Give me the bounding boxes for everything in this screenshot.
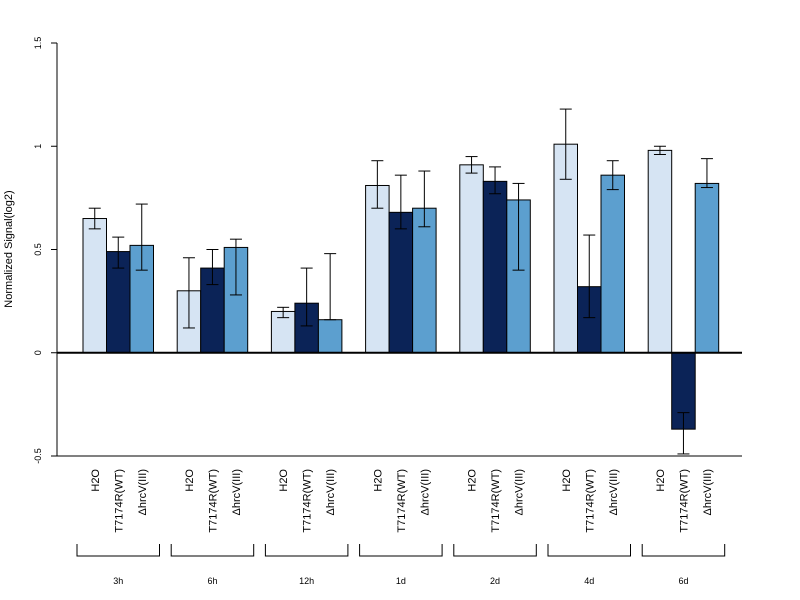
x-category-label: H2O bbox=[184, 469, 196, 492]
bar bbox=[694, 182, 720, 354]
x-category-label: T7174R(WT) bbox=[490, 469, 502, 533]
bar bbox=[482, 180, 508, 354]
x-category-label: H2O bbox=[90, 469, 102, 492]
x-category-label: H2O bbox=[655, 469, 667, 492]
group-label: 6h bbox=[207, 576, 217, 586]
group-bracket bbox=[170, 544, 255, 557]
bar bbox=[365, 184, 390, 354]
x-category-label: T7174R(WT) bbox=[302, 469, 314, 533]
x-category-label: T7174R(WT) bbox=[207, 469, 219, 533]
group-label: 2d bbox=[490, 576, 500, 586]
x-category-label: H2O bbox=[372, 469, 384, 492]
x-category-label: ΔhrcV(III) bbox=[137, 469, 149, 515]
bar bbox=[600, 174, 625, 354]
x-category-label: ΔhrcV(III) bbox=[419, 469, 431, 515]
x-category-labels: H2O T7174R(WT) ΔhrcV(III) 3h H2O T7174R(WT) Δh… bbox=[76, 469, 726, 586]
group-bracket bbox=[359, 544, 443, 557]
group-label: 4d bbox=[584, 576, 594, 586]
y-axis-label: Normalized Signal(log2) bbox=[3, 190, 15, 307]
y-tick-label: -0.5 bbox=[33, 448, 43, 464]
bar bbox=[82, 218, 107, 354]
x-category-label: H2O bbox=[561, 469, 573, 492]
group-label: 3h bbox=[113, 576, 123, 586]
y-tick-label: 1.5 bbox=[33, 37, 43, 50]
x-category-label: ΔhrcV(III) bbox=[325, 469, 337, 515]
group-bracket bbox=[547, 544, 631, 557]
y-tick-label: 0 bbox=[33, 350, 43, 355]
group-label: 6d bbox=[678, 576, 688, 586]
x-category-label: ΔhrcV(III) bbox=[231, 469, 243, 515]
bar bbox=[412, 207, 437, 354]
x-category-label: ΔhrcV(III) bbox=[514, 469, 526, 515]
group-bracket bbox=[641, 544, 726, 557]
x-category-label: H2O bbox=[467, 469, 479, 492]
x-category-label: T7174R(WT) bbox=[584, 469, 596, 533]
x-category-label: ΔhrcV(III) bbox=[702, 469, 714, 515]
error-bars bbox=[57, 108, 742, 455]
bar bbox=[317, 319, 343, 354]
x-category-label: T7174R(WT) bbox=[113, 469, 125, 533]
group-label: 12h bbox=[299, 576, 314, 586]
bar bbox=[388, 211, 414, 354]
y-tick-label: 0.5 bbox=[33, 243, 43, 256]
y-tick-label: 1 bbox=[33, 144, 43, 149]
bar bbox=[459, 164, 484, 354]
bars bbox=[82, 143, 720, 430]
bar bbox=[647, 149, 673, 354]
group-bracket bbox=[76, 544, 160, 557]
x-category-label: ΔhrcV(III) bbox=[608, 469, 620, 515]
group-bracket bbox=[453, 544, 537, 557]
group-label: 1d bbox=[396, 576, 406, 586]
group-bracket bbox=[264, 544, 349, 557]
x-category-label: T7174R(WT) bbox=[678, 469, 690, 533]
x-category-label: T7174R(WT) bbox=[396, 469, 408, 533]
y-axis: -0.5 0 0.5 1 1.5 bbox=[33, 37, 742, 464]
x-category-label: H2O bbox=[278, 469, 290, 492]
